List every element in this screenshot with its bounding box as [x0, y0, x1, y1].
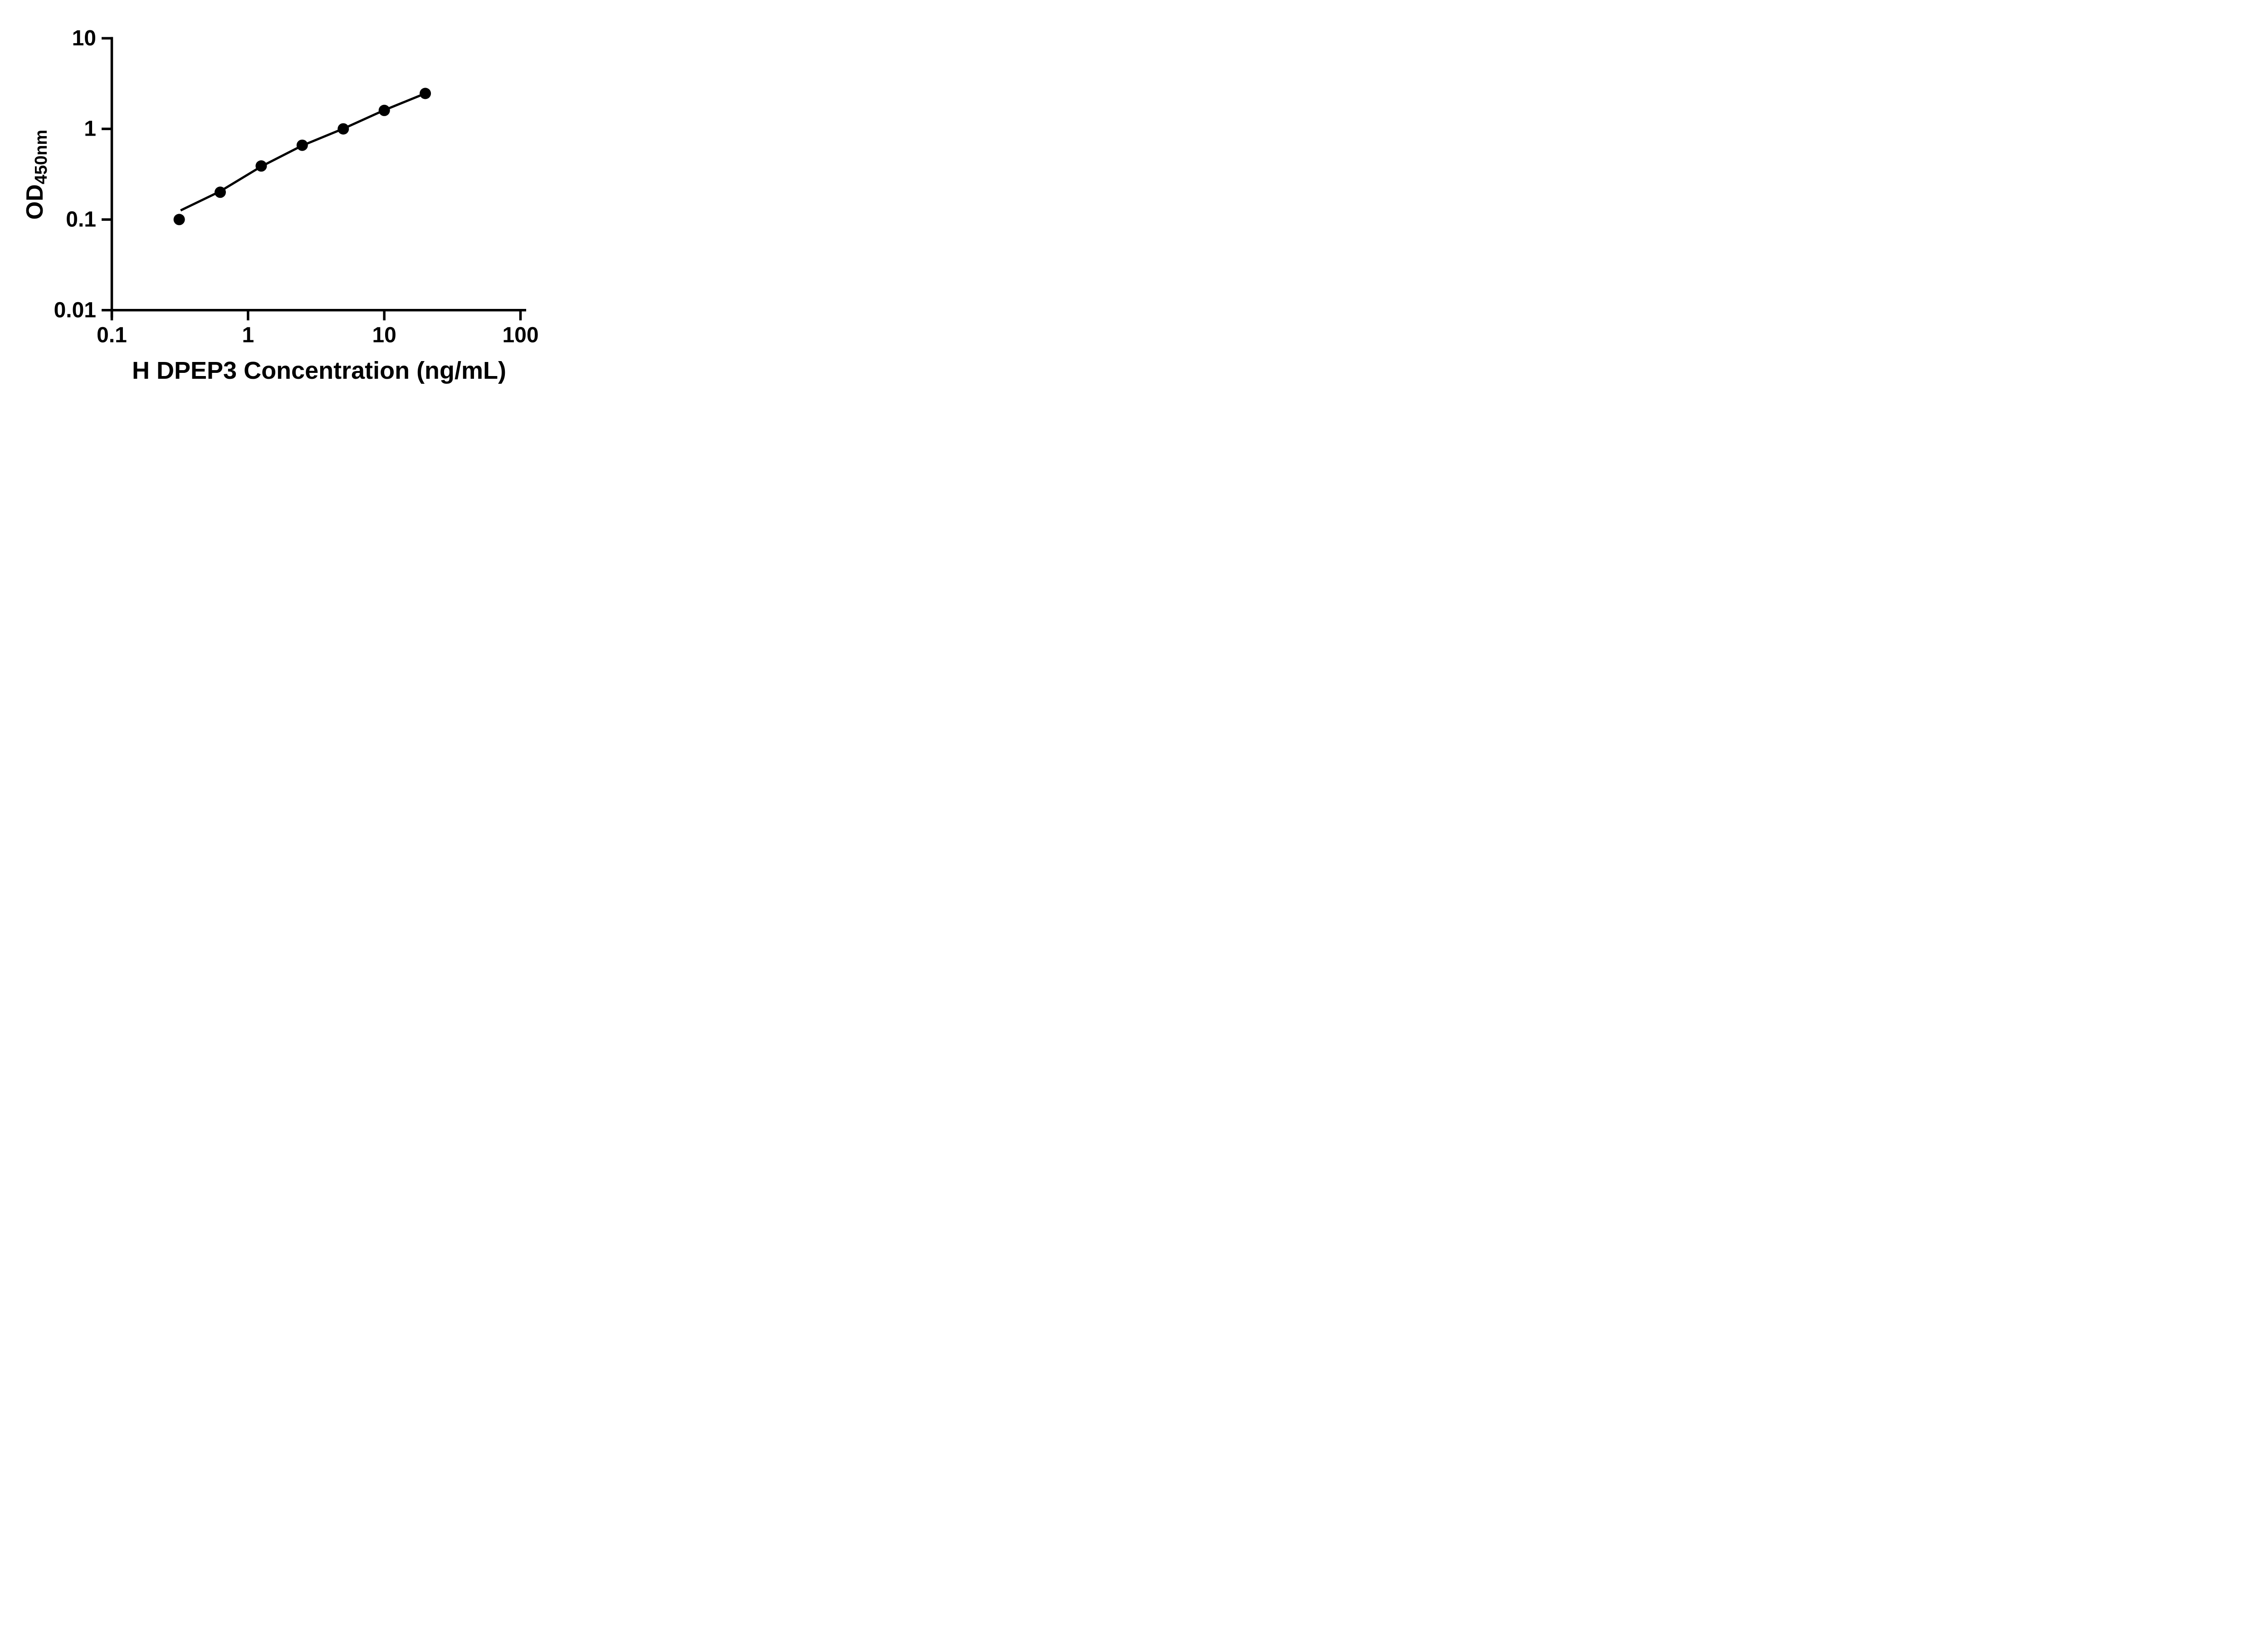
y-tick-label: 1: [84, 117, 96, 141]
y-axis-title-subscript: 450nm: [32, 129, 51, 185]
x-axis-title: H DPEP3 Concentration (ng/mL): [132, 357, 507, 384]
data-point-marker: [378, 104, 390, 116]
data-point-marker: [215, 186, 226, 198]
data-point-marker: [337, 123, 349, 135]
y-axis-title: OD450nm: [21, 129, 51, 220]
data-point-marker: [420, 88, 431, 99]
elisa-standard-curve-figure: 10 1 0.1 0.01 0.1 1 10 100 OD450nm H DPEP3 Conc…: [0, 0, 583, 408]
y-tick-label: 0.1: [66, 207, 96, 231]
x-tick-label: 10: [372, 323, 396, 347]
x-tick-label: 100: [502, 323, 538, 347]
x-tick-label: 0.1: [97, 323, 127, 347]
y-axis-title-main: OD: [22, 184, 48, 220]
y-tick-label: 10: [72, 26, 96, 50]
data-point-marker: [173, 214, 185, 225]
y-tick-label: 0.01: [54, 298, 96, 322]
data-point-marker: [296, 139, 308, 151]
data-point-marker: [255, 160, 267, 172]
x-tick-label: 1: [242, 323, 254, 347]
